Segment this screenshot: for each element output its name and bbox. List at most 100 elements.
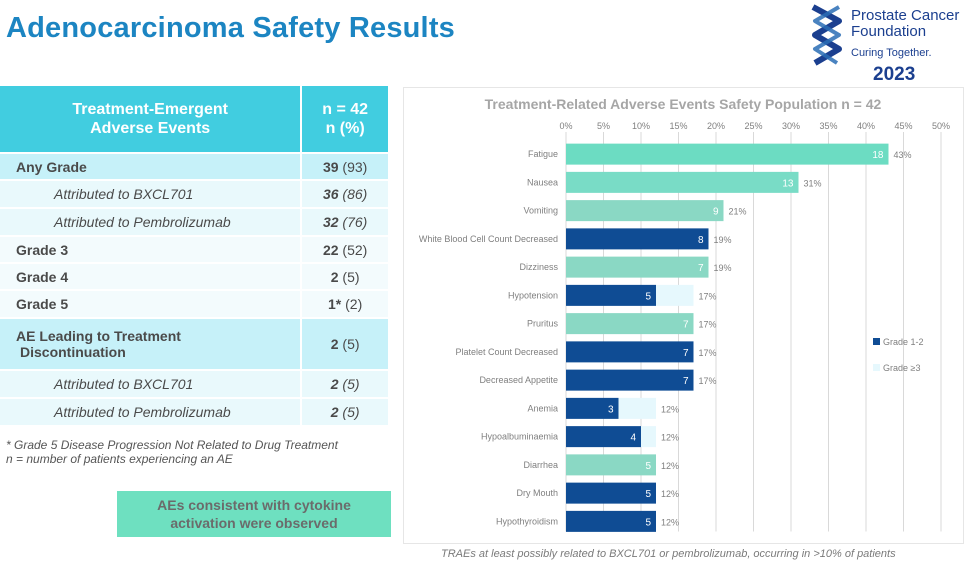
x-tick-label: 40% xyxy=(857,121,875,131)
bar-count-label: 5 xyxy=(645,291,651,302)
row-value: 2 (5) xyxy=(301,370,390,399)
callout-line2: activation were observed xyxy=(170,515,338,531)
bar-count-label: 7 xyxy=(683,320,689,331)
bar-total-label: 12% xyxy=(661,404,679,414)
row-label: Grade 5 xyxy=(0,290,303,319)
bar-total-label: 17% xyxy=(699,320,717,330)
category-label: Dry Mouth xyxy=(516,488,558,498)
x-tick-label: 20% xyxy=(707,121,725,131)
table-row: Attributed to Pembrolizumab 2 (5) xyxy=(0,398,390,427)
bar-count-label: 7 xyxy=(683,348,689,359)
category-label: Platelet Count Decreased xyxy=(455,347,558,357)
bar-count-label: 5 xyxy=(645,489,651,500)
row-n: 32 xyxy=(322,214,339,230)
row-label: Attributed to BXCL701 xyxy=(0,370,303,399)
header-left-line2: Adverse Events xyxy=(90,120,211,137)
category-label: Dizziness xyxy=(519,262,558,272)
bar-count-label: 8 xyxy=(698,235,704,246)
category-label: Nausea xyxy=(527,177,558,187)
row-label: Attributed to BXCL701 xyxy=(0,180,303,209)
table-row: AE Leading to Treatment Discontinuation … xyxy=(0,318,390,371)
x-tick-label: 45% xyxy=(894,121,912,131)
row-n: 36 xyxy=(322,186,339,202)
cytokine-callout: AEs consistent with cytokine activation … xyxy=(117,491,391,537)
bar-segment xyxy=(566,171,799,193)
bar-segment xyxy=(566,397,619,419)
category-label: Decreased Appetite xyxy=(479,375,558,385)
bar-total-label: 12% xyxy=(661,461,679,471)
table-row: Attributed to BXCL701 36 (86) xyxy=(0,180,390,209)
row-n: 1* xyxy=(328,296,342,312)
row-value: 2 (5) xyxy=(301,398,390,427)
row-label: Grade 3 xyxy=(0,236,303,264)
category-label: Vomiting xyxy=(523,206,558,216)
x-tick-label: 10% xyxy=(632,121,650,131)
category-label: Diarrhea xyxy=(523,460,558,470)
x-tick-label: 25% xyxy=(744,121,762,131)
callout-line1: AEs consistent with cytokine xyxy=(157,497,351,513)
x-tick-label: 30% xyxy=(782,121,800,131)
chart-title: Treatment-Related Adverse Events Safety … xyxy=(485,96,882,112)
row-label: AE Leading to Treatment Discontinuation xyxy=(0,318,303,371)
bar-count-label: 5 xyxy=(645,517,651,528)
footnote-line2: n = number of patients experiencing an A… xyxy=(6,452,233,466)
row-pct: (52) xyxy=(342,241,368,258)
legend-label: Grade ≥3 xyxy=(883,363,920,373)
logo-year: 2023 xyxy=(873,64,916,85)
row-pct: (5) xyxy=(342,404,360,420)
bar-total-label: 12% xyxy=(661,489,679,499)
category-label: Hypotension xyxy=(508,290,558,300)
bar-total-label: 21% xyxy=(729,207,747,217)
row-value: 22 (52) xyxy=(301,236,390,264)
row-pct: (76) xyxy=(342,214,368,230)
bar-total-label: 17% xyxy=(699,291,717,301)
category-label: Hypothyroidism xyxy=(496,516,558,526)
row-value: 39 (93) xyxy=(301,153,390,181)
dna-helix-icon xyxy=(811,4,842,66)
row-label: Attributed to Pembrolizumab xyxy=(0,398,303,427)
x-tick-label: 15% xyxy=(669,121,687,131)
row-value: 32 (76) xyxy=(301,208,390,237)
bar-segment xyxy=(656,284,694,306)
bar-count-label: 7 xyxy=(698,263,704,274)
bar-segment xyxy=(566,228,709,250)
row-label-line2: Discontinuation xyxy=(20,344,126,360)
bar-segment xyxy=(641,426,656,448)
bar-count-label: 5 xyxy=(645,461,651,472)
trae-bar-chart: Treatment-Related Adverse Events Safety … xyxy=(419,96,950,532)
bar-segment xyxy=(566,369,694,391)
x-tick-label: 5% xyxy=(597,121,610,131)
table-header-events: Treatment-Emergent Adverse Events xyxy=(0,86,303,154)
x-tick-label: 0% xyxy=(559,121,572,131)
bar-segment xyxy=(566,510,656,532)
row-label: Any Grade xyxy=(0,153,303,181)
category-label: Fatigue xyxy=(528,149,558,159)
footnote: * Grade 5 Disease Progression Not Relate… xyxy=(6,438,338,466)
bar-total-label: 17% xyxy=(699,348,717,358)
table-row: Any Grade 39 (93) xyxy=(0,153,390,181)
page-title: Adenocarcinoma Safety Results xyxy=(6,12,455,44)
row-pct: (5) xyxy=(342,268,360,285)
bar-total-label: 19% xyxy=(714,263,732,273)
bar-total-label: 17% xyxy=(699,376,717,386)
bar-segment xyxy=(566,143,889,165)
bar-segment xyxy=(566,200,724,222)
row-pct: (2) xyxy=(345,296,363,312)
bar-total-label: 43% xyxy=(894,150,912,160)
chart-caption: TRAEs at least possibly related to BXCL7… xyxy=(441,548,896,560)
header-right-line1: n = 42 xyxy=(322,101,369,118)
category-label: Hypoalbuminaemia xyxy=(481,432,558,442)
row-pct: (5) xyxy=(342,336,360,352)
row-pct: (5) xyxy=(342,376,360,392)
category-label: Anemia xyxy=(527,403,558,413)
legend-label: Grade 1-2 xyxy=(883,337,924,347)
table-row: Grade 5 1* (2) xyxy=(0,290,390,319)
table-row: Attributed to BXCL701 2 (5) xyxy=(0,370,390,399)
row-n: 22 xyxy=(322,241,339,258)
x-tick-label: 35% xyxy=(819,121,837,131)
bar-count-label: 9 xyxy=(713,207,719,218)
row-n: 39 xyxy=(322,158,339,175)
bar-segment xyxy=(566,284,656,306)
bar-segment xyxy=(566,454,656,476)
logo-tagline: Curing Together. xyxy=(851,47,932,59)
